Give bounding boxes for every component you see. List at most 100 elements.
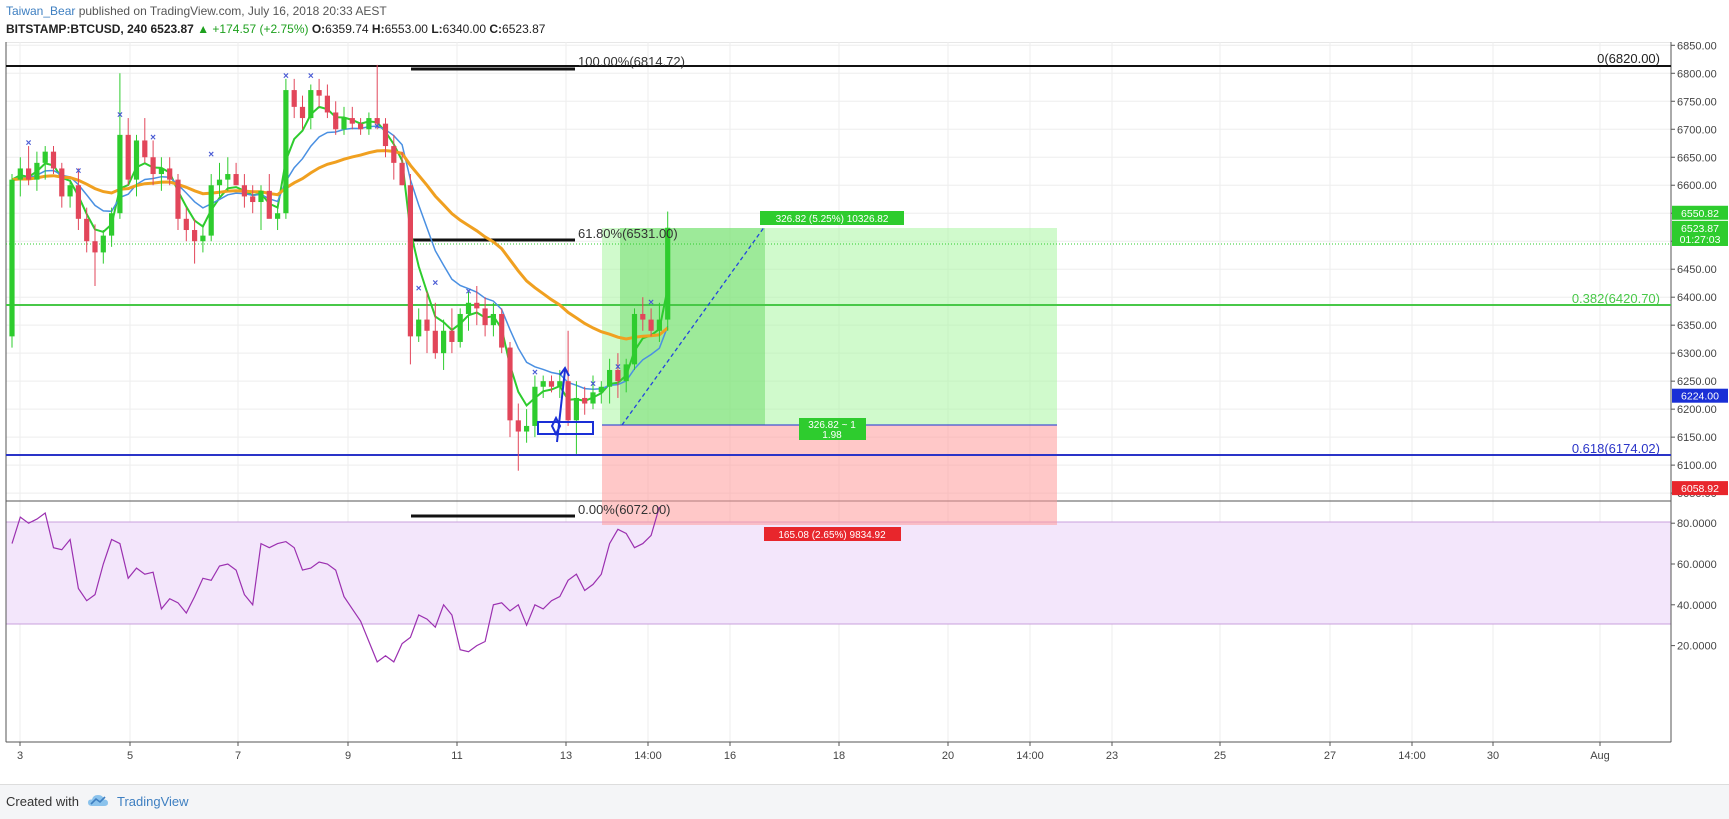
candle-body	[615, 369, 621, 382]
author-link[interactable]: Taiwan_Bear	[6, 4, 76, 18]
candle-body	[665, 227, 671, 320]
signal-marker: ×	[432, 278, 438, 289]
price-tick-label: 6100.00	[1677, 460, 1717, 472]
time-tick-label: 23	[1106, 750, 1118, 762]
blue-diamond[interactable]	[550, 415, 562, 437]
price-tick-label: 6850.00	[1677, 42, 1717, 52]
candle-body	[9, 179, 15, 337]
candle-body	[432, 330, 438, 354]
signal-marker: ×	[283, 71, 289, 82]
price-change: ▲ +174.57 (+2.75%)	[197, 22, 309, 36]
level-6820-label: 0(6820.00)	[1597, 51, 1660, 66]
candle-body	[382, 123, 389, 147]
candle-body	[208, 185, 214, 236]
candle-body	[59, 168, 65, 197]
time-tick-label: 25	[1214, 750, 1226, 762]
tradingview-cloud-icon[interactable]	[87, 793, 109, 809]
candle-body	[532, 386, 538, 426]
high-value: 6553.00	[384, 22, 428, 36]
blue-arrow-head	[559, 366, 570, 377]
created-with-label: Created with	[6, 794, 79, 809]
close-value: 6523.87	[502, 22, 546, 36]
candle-body	[34, 162, 40, 180]
price-tick-label: 6300.00	[1677, 348, 1717, 360]
candle-body	[109, 213, 115, 236]
signal-marker: ×	[466, 286, 472, 297]
candle-body	[524, 425, 530, 432]
candle-body	[582, 397, 588, 404]
candle-body	[399, 162, 405, 186]
rsi-tick-label: 20.0000	[1677, 641, 1717, 653]
signal-marker: ×	[208, 149, 214, 160]
rsi-line	[11, 506, 660, 663]
candle-body	[573, 397, 579, 421]
candle-body	[490, 313, 496, 326]
candle-body	[648, 319, 654, 331]
candle-body	[167, 168, 173, 180]
candle-body	[656, 319, 662, 331]
price-tick-label: 6600.00	[1677, 180, 1717, 192]
candle-body	[50, 151, 57, 169]
candle-body	[640, 313, 646, 320]
level-0382-label: 0.382(6420.70)	[1572, 291, 1660, 306]
price-marker-label: 01:27:03	[1680, 234, 1721, 246]
candle-body	[258, 190, 264, 203]
candle-body	[366, 118, 372, 130]
fib-618-label: 61.80%(6531.00)	[578, 226, 678, 241]
time-tick-label: 5	[127, 750, 133, 762]
candle-body	[590, 392, 596, 404]
time-axis[interactable]: 3 5 7 9 11 13 14:00 16 18 20 14:00 23 25 27 14:00 30 Aug	[17, 742, 1610, 762]
candle-body	[283, 90, 289, 214]
price-tick-label: 6650.00	[1677, 152, 1717, 164]
tradingview-link[interactable]: TradingView	[117, 794, 189, 809]
blue-rectangle[interactable]	[537, 421, 594, 435]
time-tick-label: Aug	[1590, 750, 1610, 762]
time-tick-label: 3	[17, 750, 23, 762]
time-tick-label: 18	[833, 750, 845, 762]
projection-arrow[interactable]	[621, 225, 766, 426]
candle-body	[125, 134, 131, 180]
level-0618-label: 0.618(6174.02)	[1572, 441, 1660, 456]
chart-area[interactable]: × × × × × × × × × × × × × × × 100.00%(6814.72) 61.80%(…	[0, 42, 1729, 784]
candle-body	[407, 185, 413, 337]
time-tick-label: 20	[942, 750, 954, 762]
signal-marker: ×	[308, 71, 314, 82]
price-marker-box	[1672, 231, 1728, 246]
candle-body	[424, 319, 430, 331]
candle-body	[631, 313, 638, 365]
candle-body	[275, 213, 281, 219]
candle-body	[67, 185, 73, 197]
publish-text: published on TradingView.com, July 16, 2…	[75, 4, 387, 18]
signal-marker: ×	[150, 132, 156, 143]
candle-body	[117, 134, 123, 214]
candle-body	[150, 157, 156, 175]
low-value: 6340.00	[442, 22, 487, 36]
candle-body	[499, 313, 505, 348]
price-axis[interactable]: 6850.00 6800.00 6750.00 6700.00 6650.00 6600.…	[1671, 42, 1717, 500]
candle-body	[358, 123, 364, 130]
signal-marker: ×	[374, 121, 380, 132]
candle-body	[250, 196, 256, 203]
price-marker-label: 6058.92	[1681, 483, 1719, 495]
candle-body	[416, 319, 422, 337]
price-tick-label: 6350.00	[1677, 320, 1717, 332]
signal-markers: × × × × × × × × × × × × × × ×	[26, 71, 654, 390]
candle-body	[233, 174, 239, 186]
candle-body	[548, 381, 555, 387]
candle-body	[557, 381, 563, 387]
signal-marker: ×	[416, 284, 422, 295]
candle-body	[316, 90, 322, 96]
candle-body	[333, 112, 339, 130]
price-candles	[9, 64, 671, 471]
time-tick-label: 14:00	[1016, 750, 1044, 762]
signal-marker: ×	[117, 110, 123, 121]
publish-info: Taiwan_Bear published on TradingView.com…	[6, 4, 387, 18]
candle-body	[341, 118, 347, 130]
ratio-label-box	[799, 418, 866, 440]
signal-marker: ×	[648, 298, 654, 309]
ohlc-values: O:6359.74 H:6553.00 L:6340.00 C:6523.87	[311, 22, 546, 36]
candle-body	[291, 90, 297, 107]
signal-marker: ×	[590, 379, 596, 390]
candle-body	[266, 190, 272, 219]
stop-label: 165.08 (2.65%) 9834.92	[778, 530, 886, 541]
